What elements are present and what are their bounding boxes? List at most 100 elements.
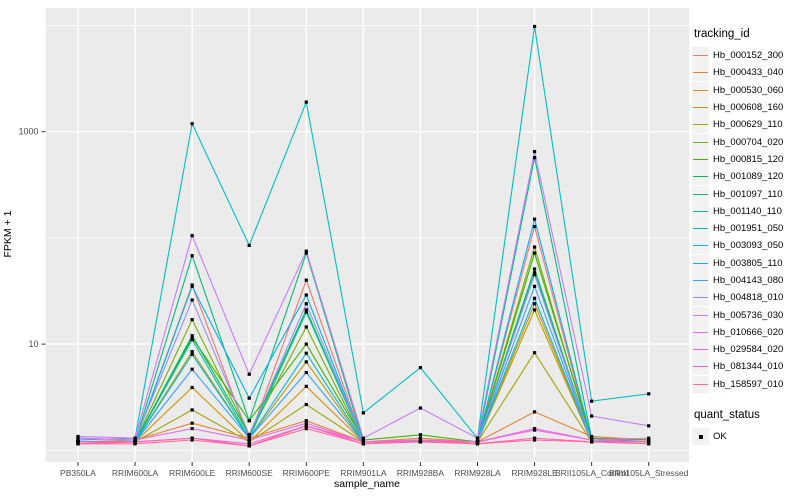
data-point	[418, 436, 423, 440]
data-point	[647, 442, 651, 446]
legend-key	[692, 185, 709, 203]
data-point	[304, 370, 308, 375]
data-point	[76, 436, 80, 440]
data-point	[647, 438, 651, 442]
data-point	[532, 217, 537, 221]
line-swatch-icon	[693, 72, 708, 74]
data-point	[532, 24, 537, 29]
data-point	[532, 245, 537, 249]
legend-key	[692, 202, 709, 220]
data-point	[247, 243, 251, 247]
data-point	[361, 436, 365, 440]
data-point	[361, 411, 365, 415]
legend-key	[692, 254, 709, 272]
legend-entry-label: Hb_004143_080	[713, 275, 784, 286]
line-swatch-icon	[693, 193, 708, 195]
y-tick-label: 1000	[18, 127, 38, 137]
legend-entry: Hb_029584_020	[692, 341, 800, 359]
data-point	[190, 438, 194, 442]
data-point	[590, 440, 594, 444]
line-swatch-icon	[693, 89, 708, 91]
legend-key	[692, 116, 709, 134]
data-point	[304, 325, 308, 329]
legend-entry: Hb_001140_110	[692, 202, 800, 220]
data-point	[304, 249, 308, 253]
data-point	[532, 428, 537, 432]
legend-key	[692, 323, 709, 341]
data-point	[304, 308, 308, 312]
legend-title-tracking-id: tracking_id	[694, 28, 750, 40]
data-point	[247, 419, 251, 423]
data-point	[304, 278, 308, 282]
data-point	[647, 392, 651, 396]
data-point	[361, 440, 365, 444]
legend-entry-label: Hb_158597_010	[713, 378, 784, 390]
legend-entry-label: Hb_003805_110	[713, 257, 783, 269]
legend-entry: Hb_000629_110	[692, 116, 800, 134]
y-axis-title: FPKM + 1	[2, 210, 14, 258]
plot-panel: 1000 10 PB350LA RRIM600LA RRIM600LE RRIM600SE…	[18, 8, 689, 478]
legend-entry-label: Hb_000608_160	[713, 102, 784, 114]
data-point	[247, 396, 251, 400]
legend-entry-label: Hb_005736_030	[713, 309, 784, 321]
data-point	[76, 438, 80, 442]
line-swatch-icon	[693, 141, 708, 143]
x-tick-label: RRIM928LA	[454, 468, 501, 478]
data-point	[532, 296, 537, 300]
data-point	[361, 442, 365, 446]
x-tick-label: PB350LA	[60, 468, 96, 478]
legend-key	[692, 168, 709, 186]
line-swatch-icon	[693, 228, 708, 230]
legend-entry-label: Hb_000530_060	[713, 84, 784, 96]
data-point	[133, 442, 137, 446]
legend-title-quant-status: quant_status	[694, 408, 760, 421]
legend-key	[692, 47, 709, 65]
data-point	[532, 308, 537, 312]
data-point	[532, 351, 537, 355]
legend-entry: Hb_000530_060	[692, 81, 800, 99]
legend-entry-label: Hb_000433_040	[713, 67, 784, 79]
legend-entry-label: Hb_000152_300	[713, 50, 784, 62]
data-point	[247, 438, 251, 442]
line-swatch-icon	[693, 297, 708, 299]
line-swatch-icon	[693, 158, 708, 160]
line-swatch-icon	[693, 331, 708, 333]
x-tick-label: BRII105LA_Control	[555, 468, 628, 478]
data-point	[190, 421, 194, 425]
data-point	[304, 384, 308, 388]
data-point	[475, 442, 480, 446]
data-point	[133, 438, 137, 442]
legend-entries: Hb_000152_300 Hb_000433_040 Hb_000530_060 H…	[692, 47, 800, 393]
data-point	[532, 284, 537, 288]
data-point	[190, 234, 194, 238]
line-swatch-icon	[693, 383, 708, 385]
legend-entry-label: Hb_001089_120	[713, 171, 784, 183]
data-point	[532, 156, 537, 160]
data-point	[418, 366, 423, 370]
data-point	[304, 427, 308, 431]
legend-entry: Hb_000152_300	[692, 47, 800, 65]
legend-entry: Hb_003093_050	[692, 237, 800, 255]
data-point	[190, 334, 194, 338]
data-point	[76, 442, 80, 446]
legend-entry: Hb_004143_080	[692, 272, 800, 289]
data-point	[190, 352, 194, 356]
data-point	[418, 433, 423, 437]
data-point	[190, 385, 194, 390]
data-point	[190, 408, 194, 412]
legend-key	[692, 375, 709, 393]
data-point	[647, 436, 651, 440]
data-point	[190, 436, 194, 440]
line-swatch-icon	[693, 124, 708, 126]
legend-entry-label: Hb_010666_020	[713, 326, 784, 338]
legend-key	[692, 358, 709, 376]
legend-entry: Hb_000815_120	[692, 150, 800, 168]
data-point	[304, 342, 308, 346]
data-point	[418, 440, 423, 444]
legend-key	[692, 272, 709, 289]
data-point	[304, 360, 308, 364]
data-point	[532, 267, 537, 271]
data-point	[475, 440, 480, 444]
data-point	[590, 434, 594, 439]
data-point	[76, 440, 80, 444]
